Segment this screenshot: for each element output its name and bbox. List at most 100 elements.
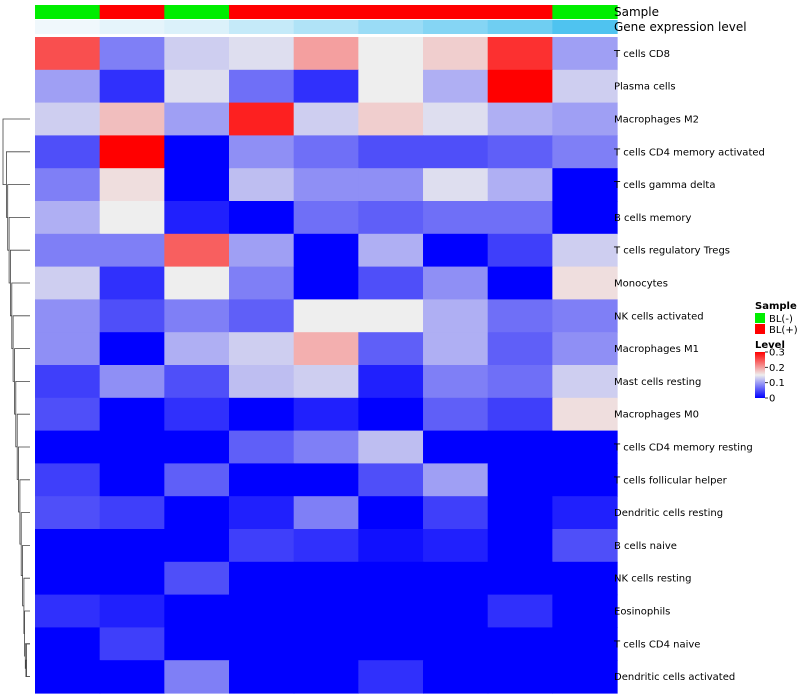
heatmap-cell <box>423 37 489 71</box>
heatmap-cell <box>552 561 618 596</box>
heatmap-cell <box>293 135 359 169</box>
heatmap-cell <box>487 430 553 464</box>
sample-annotation-cell <box>487 5 553 19</box>
heatmap-cell <box>229 365 295 399</box>
heatmap-cell <box>487 660 553 694</box>
heatmap-cell <box>229 201 295 235</box>
heatmap-cell <box>293 299 359 333</box>
heatmap-cell <box>99 561 165 596</box>
heatmap-cell <box>487 299 553 333</box>
gene-expression-annotation-cell <box>99 20 165 34</box>
heatmap-cell <box>164 299 230 333</box>
heatmap-cell <box>99 233 165 268</box>
sample-legend-label-bl-neg: BL(-) <box>769 314 793 325</box>
heatmap-cell <box>229 332 295 366</box>
heatmap-cell <box>99 365 165 399</box>
heatmap-cell <box>164 69 230 104</box>
heatmap-cell <box>358 529 424 563</box>
heatmap-cell <box>552 627 618 661</box>
level-tick-label: 0.3 <box>769 348 785 359</box>
heatmap-cell <box>293 69 359 104</box>
heatmap-cell <box>487 233 553 268</box>
heatmap-cell <box>164 233 230 268</box>
level-tick-label: 0.2 <box>769 363 785 374</box>
heatmap-cell <box>487 135 553 169</box>
sample-annotation-cell <box>552 5 618 19</box>
sample-annotation-cell <box>229 5 295 19</box>
heatmap-cell <box>229 233 295 268</box>
heatmap-cell <box>423 365 489 399</box>
heatmap-cell <box>35 397 101 432</box>
heatmap-cell <box>487 37 553 71</box>
heatmap-cell <box>35 430 101 464</box>
row-label: Dendritic cells resting <box>614 508 723 519</box>
heatmap-cell <box>229 463 295 497</box>
sample-annotation-cell <box>99 5 165 19</box>
heatmap-cell <box>229 37 295 71</box>
gene-expression-annotation-cell <box>552 20 618 34</box>
gene-expression-annotation-cell <box>164 20 230 34</box>
heatmap-cell <box>293 561 359 596</box>
heatmap-cell <box>423 266 489 300</box>
heatmap-cell <box>35 37 101 71</box>
heatmap-cell <box>293 332 359 366</box>
heatmap-cell <box>423 463 489 497</box>
heatmap-cell <box>35 529 101 563</box>
sample-legend-title: Sample <box>755 301 797 312</box>
heatmap-cell <box>552 430 618 464</box>
heatmap-cell <box>35 168 101 202</box>
heatmap-cell <box>164 168 230 202</box>
heatmap-cell <box>358 561 424 596</box>
heatmap-cell <box>229 594 295 628</box>
row-label: T cells CD4 memory resting <box>613 443 753 454</box>
heatmap-cell <box>293 594 359 628</box>
heatmap-cell <box>423 201 489 235</box>
heatmap-cell <box>293 430 359 464</box>
heatmap-cell <box>552 102 618 136</box>
level-legend-title: Level <box>755 340 785 351</box>
gene-expression-annotation-cell <box>293 20 359 34</box>
heatmap-cell <box>99 627 165 661</box>
row-dendrogram <box>2 118 30 677</box>
heatmap-cell <box>487 332 553 366</box>
heatmap-cell <box>293 37 359 71</box>
heatmap-cell <box>358 332 424 366</box>
heatmap-cell <box>487 102 553 136</box>
row-label: B cells memory <box>614 213 691 224</box>
heatmap-cell <box>229 299 295 333</box>
heatmap-cell <box>423 332 489 366</box>
row-label: Macrophages M2 <box>614 115 699 126</box>
sample-legend-swatch-bl-neg <box>755 313 765 323</box>
heatmap-cell <box>423 102 489 136</box>
gene-expression-track-label: Gene expression level <box>614 20 747 34</box>
heatmap-cell <box>99 332 165 366</box>
heatmap-cell <box>552 496 618 530</box>
heatmap-cell <box>229 529 295 563</box>
heatmap-cell <box>99 168 165 202</box>
level-tick-label: 0.1 <box>769 378 785 389</box>
heatmap-cell <box>552 529 618 563</box>
heatmap-cell <box>35 332 101 366</box>
sample-annotation-cell <box>423 5 489 19</box>
heatmap-cell <box>164 332 230 366</box>
heatmap-cell <box>358 135 424 169</box>
heatmap-cell <box>423 299 489 333</box>
heatmap-cell <box>35 627 101 661</box>
heatmap-cell <box>358 233 424 268</box>
row-label: T cells follicular helper <box>613 475 728 486</box>
heatmap-cell <box>99 529 165 563</box>
heatmap-cell <box>358 299 424 333</box>
heatmap-cell <box>358 594 424 628</box>
heatmap-cell <box>552 233 618 268</box>
heatmap-cell <box>358 168 424 202</box>
heatmap-cell <box>164 463 230 497</box>
row-label: Mast cells resting <box>614 377 701 388</box>
heatmap-cell <box>99 463 165 497</box>
heatmap-cell <box>552 69 618 104</box>
heatmap-cell <box>358 397 424 432</box>
heatmap-cell <box>487 529 553 563</box>
gene-expression-annotation-cell <box>487 20 553 34</box>
heatmap-cell <box>35 463 101 497</box>
heatmap-cell <box>229 430 295 464</box>
heatmap-cell <box>552 397 618 432</box>
